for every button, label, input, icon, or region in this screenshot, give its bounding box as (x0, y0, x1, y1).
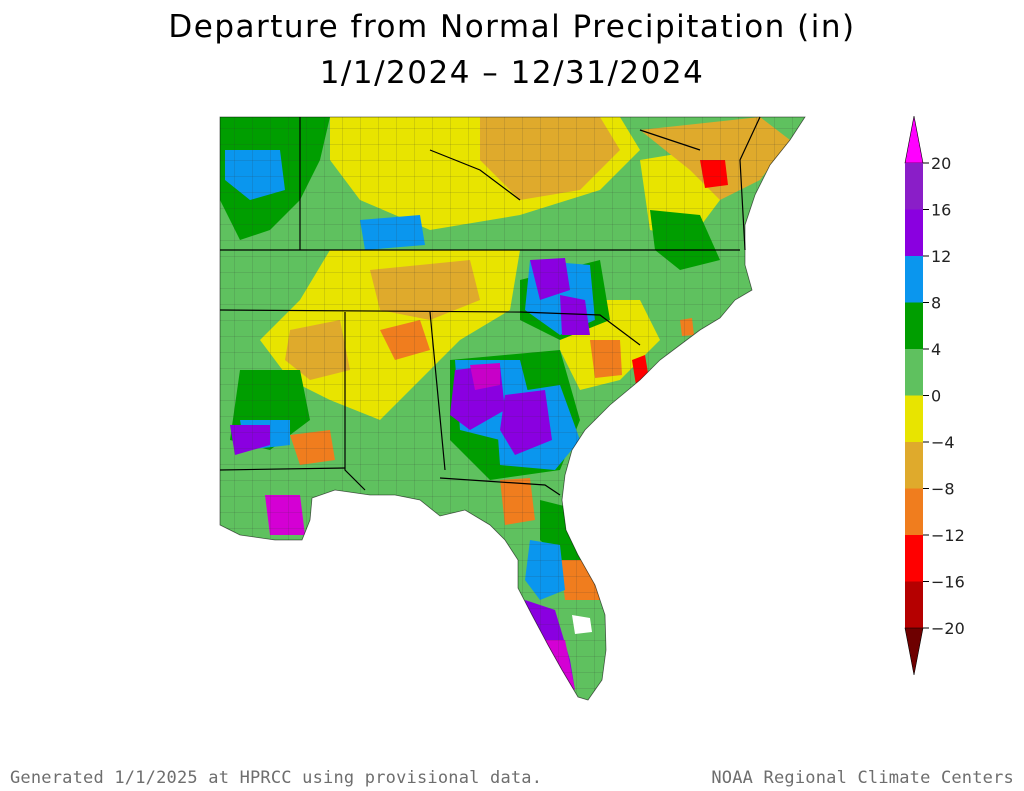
legend-swatch (905, 349, 923, 396)
map-title: Departure from Normal Precipitation (in) (168, 9, 856, 45)
legend-tick-label: −8 (931, 480, 955, 499)
legend-swatch (905, 256, 923, 303)
legend-tick-label: 8 (931, 294, 941, 313)
legend-bottom-arrow (904, 627, 924, 676)
footer-attribution: NOAA Regional Climate Centers (711, 768, 1014, 788)
legend-tick-label: 12 (931, 247, 951, 266)
footer-generated-note: Generated 1/1/2025 at HPRCC using provis… (10, 768, 543, 788)
legend-top-arrow (904, 115, 924, 164)
legend-swatch (905, 302, 923, 349)
legend-swatch (905, 442, 923, 489)
legend-tick-label: −4 (931, 433, 955, 452)
legend-swatch (905, 581, 923, 628)
legend-tick-label: −20 (931, 619, 965, 638)
legend-tick-label: −16 (931, 573, 965, 592)
date-range-subtitle: 1/1/2024 – 12/31/2024 (319, 55, 705, 91)
legend-tick-label: 20 (931, 154, 951, 173)
legend-swatch (905, 535, 923, 582)
legend-tick-label: 4 (931, 340, 941, 359)
legend-tick-label: 16 (931, 201, 951, 220)
state-borders (219, 116, 761, 496)
legend-swatch (905, 395, 923, 442)
legend-tick-label: 0 (931, 387, 941, 406)
legend-swatch (905, 209, 923, 256)
legend-tick-label: −12 (931, 526, 965, 545)
legend-swatch (905, 163, 923, 210)
legend-swatch (905, 488, 923, 535)
